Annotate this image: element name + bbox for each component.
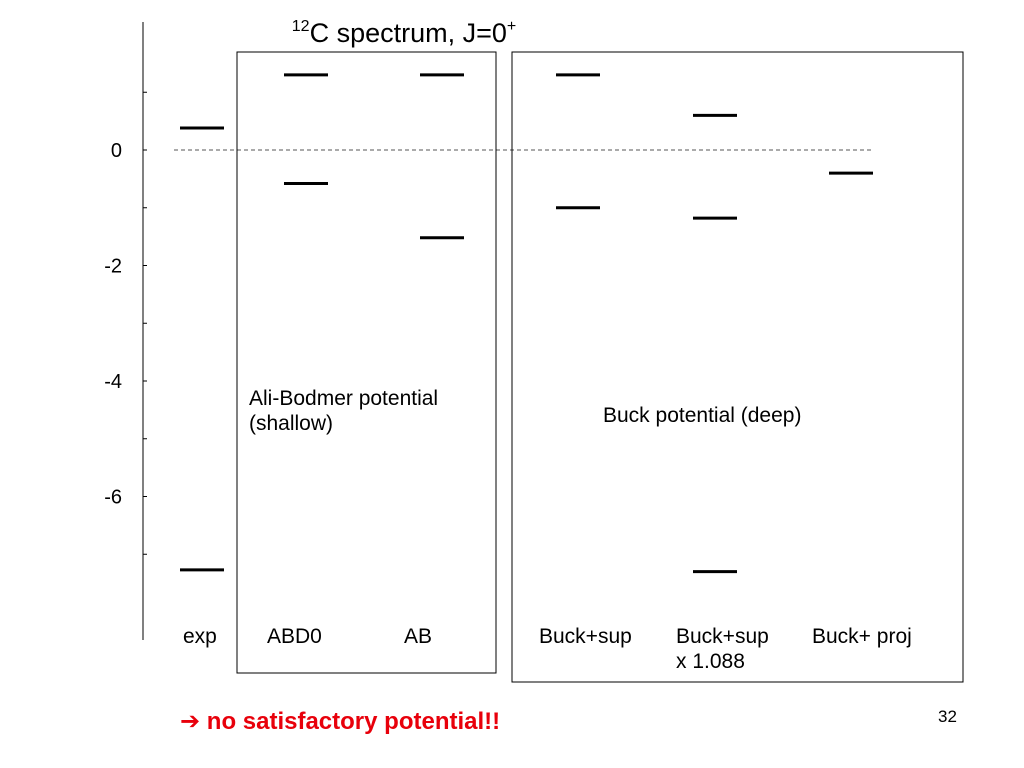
title-text: C spectrum, J=0 <box>310 18 507 48</box>
column-label-buck-proj: Buck+ proj <box>812 625 912 648</box>
ali-bodmer-group-box <box>236 51 497 674</box>
column-label-buck-sup: Buck+sup <box>539 625 632 648</box>
group-label-line: Ali-Bodmer potential <box>249 387 439 410</box>
buck-group-label: Buck potential (deep) <box>603 403 801 428</box>
y-tick-label: -6 <box>104 487 122 509</box>
title-superscript: 12 <box>292 18 310 35</box>
column-label-line: x 1.088 <box>676 650 745 673</box>
group-label-line: Buck potential (deep) <box>603 404 802 427</box>
y-tick-label: -2 <box>104 256 122 278</box>
title-plus-superscript: + <box>507 18 516 35</box>
chart-title: 12C spectrum, J=0+ <box>292 18 516 48</box>
ali-bodmer-group-label: Ali-Bodmer potential (shallow) <box>249 386 438 436</box>
conclusion-text: ➔ no satisfactory potential!! <box>180 707 500 736</box>
y-tick-label: -4 <box>104 371 122 393</box>
column-label-exp: exp <box>183 625 217 648</box>
y-axis-ticks: 0 -2 -4 -6 <box>104 91 147 555</box>
buck-group-box <box>511 51 964 683</box>
page-number: 32 <box>938 707 957 726</box>
column-label-ab: AB <box>404 625 433 648</box>
arrow-icon: ➔ <box>180 708 201 735</box>
y-tick-label: 0 <box>111 140 122 162</box>
column-label-line: Buck+sup <box>676 625 769 648</box>
column-label-buck-sup-scaled: Buck+sup x 1.088 <box>676 624 769 674</box>
energy-levels <box>180 73 873 574</box>
group-label-line: (shallow) <box>249 412 334 435</box>
conclusion-message: no satisfactory potential!! <box>200 708 501 735</box>
column-label-abd0: ABD0 <box>267 625 322 648</box>
